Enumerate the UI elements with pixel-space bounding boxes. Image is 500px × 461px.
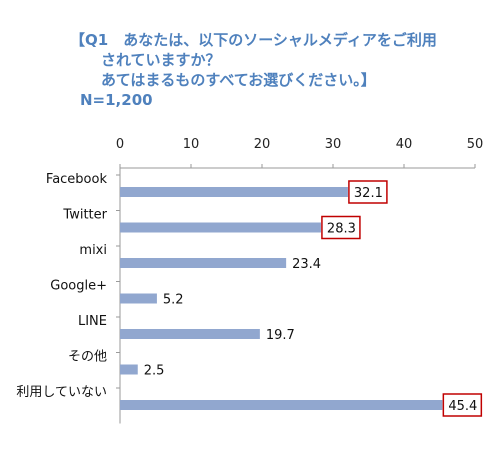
- title-line-1: 【Q1 あなたは、以下のソーシャルメディアをご利用: [70, 31, 437, 49]
- bar: [120, 329, 260, 339]
- value-highlight-box: [442, 393, 483, 417]
- chart-title: 【Q1 あなたは、以下のソーシャルメディアをご利用 されていますか？ あてはまる…: [70, 30, 490, 110]
- value-label: 45.4: [448, 399, 477, 414]
- category-label: mixi: [79, 243, 107, 258]
- x-tick-label: 20: [254, 137, 271, 152]
- category-label: 利用していない: [16, 385, 107, 400]
- category-label: その他: [68, 350, 107, 365]
- bar: [120, 187, 348, 197]
- value-label: 19.7: [266, 328, 295, 343]
- x-tick-label: 10: [183, 137, 200, 152]
- category-label: Twitter: [62, 208, 107, 223]
- title-line-2: されていますか？: [101, 51, 221, 69]
- bar: [120, 364, 138, 375]
- category-label: Google+: [50, 279, 107, 294]
- title-line-3: あてはまるものすべてお選びください。】: [101, 71, 376, 89]
- value-label: 23.4: [292, 257, 321, 272]
- bar: [120, 258, 287, 268]
- x-tick-label: 40: [396, 137, 413, 152]
- value-label: 32.1: [354, 186, 383, 201]
- value-highlight-box: [321, 215, 361, 240]
- value-label: 2.5: [144, 364, 165, 379]
- category-label: Facebook: [46, 172, 108, 187]
- bar: [120, 293, 157, 304]
- category-label: LINE: [78, 314, 107, 329]
- bar: [120, 400, 443, 410]
- x-tick-label: 30: [325, 137, 342, 152]
- value-label: 28.3: [327, 222, 356, 237]
- value-label: 5.2: [163, 293, 184, 308]
- x-tick-label: 0: [116, 137, 124, 152]
- x-tick-label: 50: [467, 137, 484, 152]
- value-highlight-box: [348, 180, 388, 204]
- bar: [120, 222, 321, 233]
- sample-size: N=1,200: [80, 91, 153, 109]
